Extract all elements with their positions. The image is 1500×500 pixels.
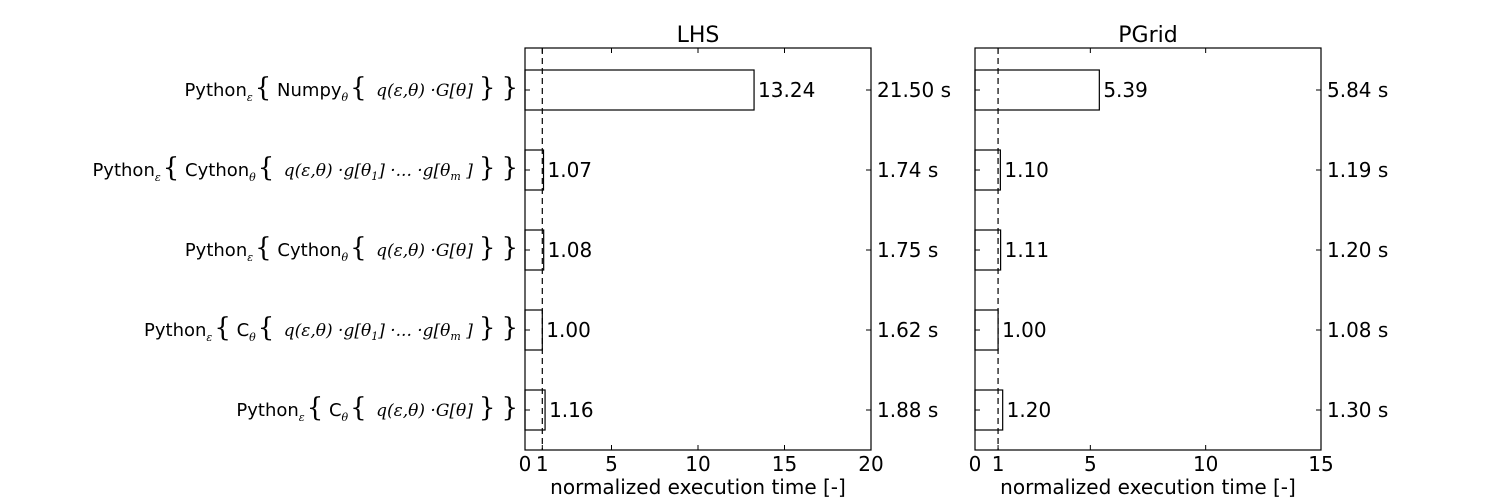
row-label: Pythonε{ Numpyθ{ q(ε,θ) ·G[θ]}} (184, 73, 518, 104)
chart-title: LHS (677, 23, 720, 48)
outer-language: Python (92, 160, 154, 181)
row-label: Pythonε{ Cθ{ q(ε,θ) ·g[θ1] ·... ·g[θm ]}… (144, 313, 518, 344)
row-label: Pythonε{ Cythonθ{ q(ε,θ) ·g[θ1] ·... ·g[… (92, 153, 518, 184)
time-label: 1.62 s (877, 318, 938, 342)
plot-frame (974, 47, 1322, 451)
x-tick-label: 0 (519, 452, 532, 476)
time-label: 1.88 s (877, 398, 938, 422)
x-tick-label: 10 (685, 452, 710, 476)
chart-title: PGrid (1118, 23, 1177, 48)
outer-language: Python (144, 320, 206, 341)
time-label: 1.08 s (1327, 318, 1388, 342)
bar-value-label: 13.24 (758, 78, 815, 102)
bar (524, 69, 755, 111)
x-tick-label: 10 (1193, 452, 1218, 476)
bar-value-label: 1.16 (549, 398, 594, 422)
time-label: 21.50 s (877, 78, 951, 102)
time-label: 1.75 s (877, 238, 938, 262)
bar-value-label: 1.07 (548, 158, 593, 182)
inner-language: Numpy (271, 80, 342, 101)
x-tick-label: 5 (1084, 452, 1097, 476)
outer-language: Python (185, 240, 247, 261)
bar-value-label: 1.20 (1007, 398, 1052, 422)
time-label: 1.20 s (1327, 238, 1388, 262)
panel-pgrid: PGrid 5.39 5.84 s 1.10 1.19 s 1.11 1.20 s 1.00 1… (969, 23, 1389, 499)
x-axis-label: normalized execution time [-] (1000, 475, 1296, 499)
x-axis-label: normalized execution time [-] (550, 475, 846, 499)
inner-language: C (323, 400, 341, 421)
x-tick-label: 5 (605, 452, 618, 476)
time-label: 1.30 s (1327, 398, 1388, 422)
bar-value-label: 1.00 (546, 318, 591, 342)
x-tick-label: 15 (772, 452, 797, 476)
bar-value-label: 1.08 (548, 238, 593, 262)
bar (974, 69, 1100, 111)
x-tick-label: 0 (969, 452, 982, 476)
time-label: 5.84 s (1327, 78, 1388, 102)
row-labels: Pythonε{ Numpyθ{ q(ε,θ) ·G[θ]}} Pythonε{ … (92, 73, 518, 424)
bar-value-label: 5.39 (1103, 78, 1148, 102)
x-tick-label: 1 (536, 452, 549, 476)
x-tick-label: 15 (1308, 452, 1333, 476)
inner-language: Cython (272, 240, 342, 261)
outer-language: Python (184, 80, 246, 101)
bar-value-label: 1.11 (1005, 238, 1050, 262)
panel-lhs: LHS 13.24 21.50 s 1.07 1.74 s 1.08 1.75 s 1.00 1… (519, 23, 951, 499)
x-tick-label: 1 (992, 452, 1005, 476)
time-label: 1.74 s (877, 158, 938, 182)
x-tick-label: 20 (858, 452, 883, 476)
row-label: Pythonε{ Cθ{ q(ε,θ) ·G[θ]}} (236, 393, 518, 424)
inner-language: C (231, 320, 249, 341)
row-label: Pythonε{ Cythonθ{ q(ε,θ) ·G[θ]}} (185, 233, 518, 264)
time-label: 1.19 s (1327, 158, 1388, 182)
outer-language: Python (236, 400, 298, 421)
bar-value-label: 1.00 (1002, 318, 1047, 342)
inner-language: Cython (179, 160, 249, 181)
bar-value-label: 1.10 (1004, 158, 1049, 182)
